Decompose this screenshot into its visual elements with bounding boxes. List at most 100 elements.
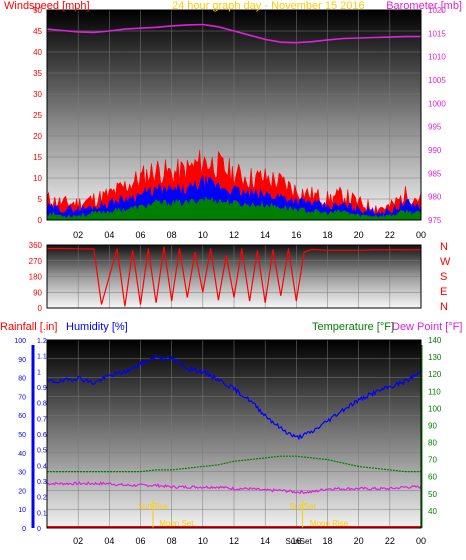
temperature-tick-label: 120 bbox=[428, 370, 442, 379]
wind-tick-label: 25 bbox=[33, 111, 42, 120]
sun-label: SunSet bbox=[289, 502, 316, 511]
series-dew-point bbox=[46, 481, 422, 495]
x-tick-label: 08 bbox=[167, 230, 177, 240]
temperature-tick-label: 70 bbox=[428, 456, 437, 465]
compass-label: E bbox=[440, 286, 447, 298]
windspeed-axis-title: Windspeed [mph] bbox=[4, 0, 90, 12]
barometer-tick-label: 1005 bbox=[428, 76, 446, 85]
x-tick-label-bottom: 16 bbox=[291, 536, 301, 546]
humidity-tick-label: 30 bbox=[18, 470, 26, 477]
x-tick-label-bottom: 08 bbox=[167, 536, 177, 546]
wind-tick-label: 35 bbox=[33, 69, 42, 78]
rainfall-axis-title: Rainfall [.in] bbox=[0, 321, 57, 333]
x-tick-label-bottom: 14 bbox=[260, 536, 270, 546]
humidity-tick-label: 60 bbox=[18, 413, 26, 420]
humidity-tick-label: 90 bbox=[18, 357, 26, 364]
x-tick-label: 12 bbox=[229, 230, 239, 240]
temperature-tick-label: 50 bbox=[428, 490, 437, 499]
rain-tick-label: 0 bbox=[37, 526, 41, 533]
temperature-tick-label: 140 bbox=[428, 336, 442, 345]
x-tick-label-bottom: 04 bbox=[104, 536, 114, 546]
moon-label: Moon Rise bbox=[310, 519, 349, 528]
series-direction bbox=[47, 246, 422, 307]
compass-label: N bbox=[440, 241, 448, 253]
x-tick-label-bottom: 10 bbox=[198, 536, 208, 546]
wind-tick-label: 15 bbox=[33, 153, 42, 162]
rain-panel-border bbox=[46, 339, 422, 529]
barometer-tick-label: 975 bbox=[428, 216, 442, 225]
rain-tick-label: 0.8 bbox=[37, 401, 47, 408]
humidity-tick-label: 20 bbox=[18, 488, 26, 495]
series-layer bbox=[46, 23, 422, 528]
x-tick-label-bottom: 18 bbox=[322, 536, 332, 546]
x-tick-label-bottom: 20 bbox=[354, 536, 364, 546]
tick-labels: 0510152025303540455097598098599099510001… bbox=[14, 6, 446, 546]
x-tick-label: 10 bbox=[198, 230, 208, 240]
compass-label: W bbox=[440, 256, 451, 268]
temperature-tick-label: 100 bbox=[428, 404, 442, 413]
rain-tick-label: 0.4 bbox=[37, 463, 47, 470]
humidity-tick-label: 70 bbox=[18, 394, 26, 401]
graph-title: 24 hour graph day - November 15 2016 bbox=[172, 0, 365, 12]
rain-tick-label: 0.2 bbox=[37, 495, 47, 502]
barometer-tick-label: 985 bbox=[428, 169, 442, 178]
sun-label: SunRise bbox=[138, 502, 169, 511]
humidity-axis-title: Humidity [%] bbox=[66, 321, 128, 333]
series-wind-low bbox=[46, 195, 422, 221]
sunset-bottom-label: SunSet bbox=[285, 537, 312, 546]
humidity-tick-label: 40 bbox=[18, 451, 26, 458]
humidity-tick-label: 0 bbox=[22, 526, 26, 533]
rain-tick-label: 0.1 bbox=[37, 510, 47, 517]
wind-tick-label: 10 bbox=[33, 174, 42, 183]
wind-panel-border bbox=[46, 9, 422, 221]
barometer-tick-label: 1020 bbox=[428, 6, 446, 15]
wind-tick-label: 45 bbox=[33, 27, 42, 36]
barometer-tick-label: 995 bbox=[428, 123, 442, 132]
humidity-tick-label: 80 bbox=[18, 376, 26, 383]
wind-tick-label: 40 bbox=[33, 48, 42, 57]
temperature-tick-label: 130 bbox=[428, 353, 442, 362]
temperature-tick-label: 80 bbox=[428, 439, 437, 448]
x-tick-label: 06 bbox=[135, 230, 145, 240]
x-tick-label: 18 bbox=[322, 230, 332, 240]
barometer-tick-label: 980 bbox=[428, 193, 442, 202]
series-barometer bbox=[46, 23, 421, 44]
rain-tick-label: 0.3 bbox=[37, 479, 47, 486]
x-tick-label-bottom: 02 bbox=[73, 536, 83, 546]
temperature-tick-label: 60 bbox=[428, 473, 437, 482]
barometer-tick-label: 1000 bbox=[428, 99, 446, 108]
x-tick-label-bottom: 06 bbox=[135, 536, 145, 546]
wind-tick-label: 20 bbox=[33, 132, 42, 141]
compass-label: N bbox=[440, 301, 448, 313]
direction-tick-label: 90 bbox=[33, 288, 42, 297]
rain-tick-label: 0.6 bbox=[37, 432, 47, 439]
rain-tick-label: 1 bbox=[37, 369, 41, 376]
wind-tick-label: 0 bbox=[38, 216, 43, 225]
humidity-tick-label: 10 bbox=[18, 507, 26, 514]
series-humidity bbox=[46, 354, 421, 441]
barometer-tick-label: 990 bbox=[428, 146, 442, 155]
direction-panel-border bbox=[46, 244, 422, 309]
rain-tick-label: 0.5 bbox=[37, 448, 47, 455]
compass-label: S bbox=[440, 271, 447, 283]
x-tick-label-bottom: 00 bbox=[416, 536, 426, 546]
rain-tick-label: 0.7 bbox=[37, 416, 47, 423]
direction-tick-label: 270 bbox=[29, 257, 43, 266]
series-temperature bbox=[47, 455, 421, 473]
x-tick-label: 00 bbox=[416, 230, 426, 240]
dewpoint-axis-title: Dew Point [°F] bbox=[392, 321, 462, 333]
x-tick-label-bottom: 12 bbox=[229, 536, 239, 546]
temperature-tick-label: 90 bbox=[428, 421, 437, 430]
x-tick-label: 16 bbox=[291, 230, 301, 240]
x-tick-label-bottom: 22 bbox=[385, 536, 395, 546]
x-tick-label: 14 bbox=[260, 230, 270, 240]
temperature-axis-title: Temperature [°F] bbox=[312, 321, 394, 333]
direction-tick-label: 0 bbox=[38, 304, 43, 313]
barometer-tick-label: 1010 bbox=[428, 53, 446, 62]
rain-tick-label: 0.9 bbox=[37, 385, 47, 392]
rain-tick-label: 1.2 bbox=[37, 338, 47, 345]
x-tick-label: 02 bbox=[73, 230, 83, 240]
direction-tick-label: 180 bbox=[29, 273, 43, 282]
